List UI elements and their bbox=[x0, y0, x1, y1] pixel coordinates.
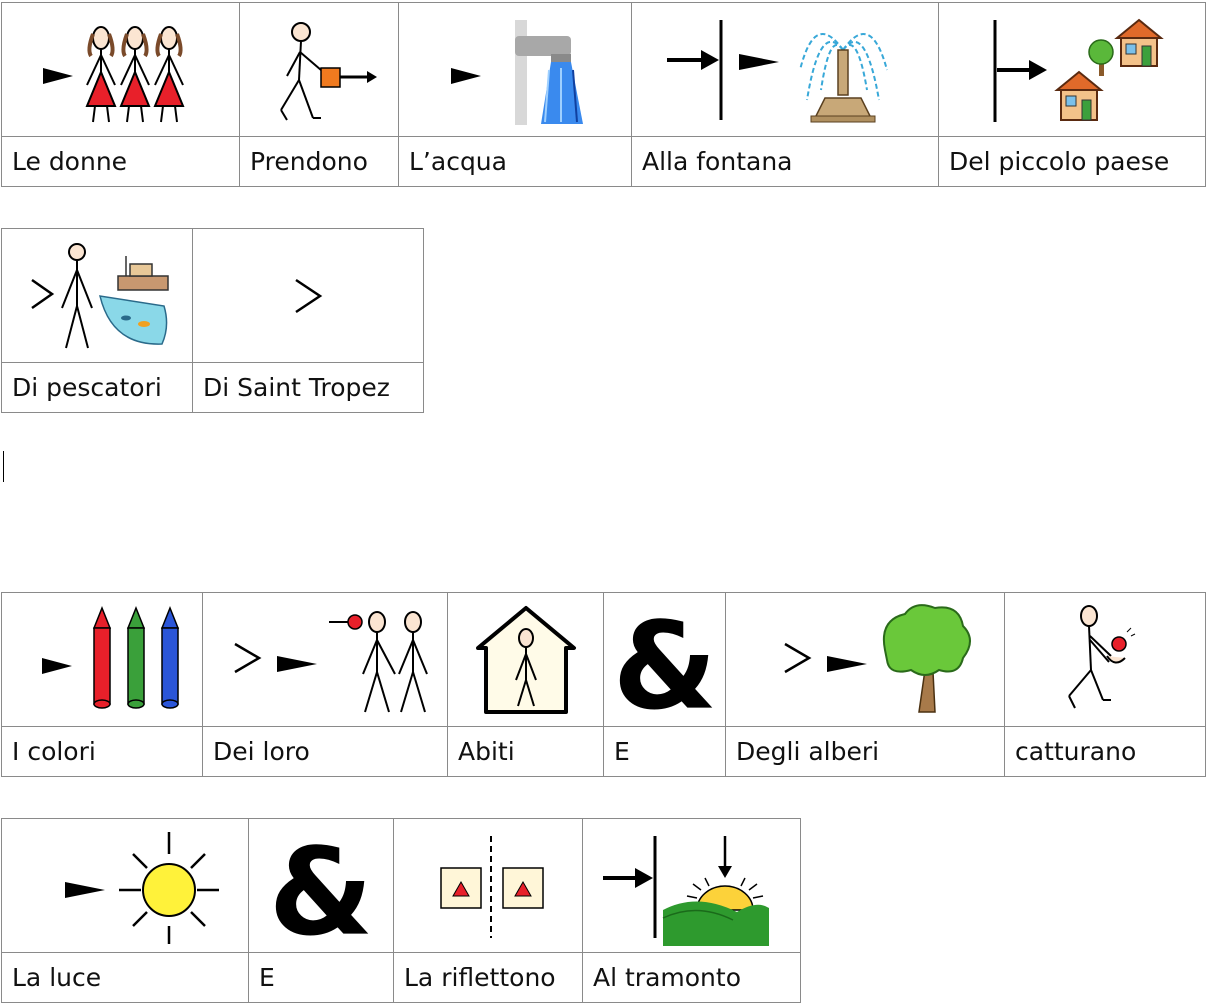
symbol-cell-le-donne: Le donne bbox=[2, 3, 240, 187]
water-tap-icon bbox=[399, 3, 631, 137]
symbol-cell-e: & E bbox=[249, 819, 394, 1003]
cell-label: Le donne bbox=[12, 147, 128, 176]
symbol-cell-prendono: Prendono bbox=[240, 3, 399, 187]
symbol-cell-paese: Del piccolo paese bbox=[939, 3, 1206, 187]
cell-label: Dei loro bbox=[213, 737, 310, 766]
symbol-cell-alberi: Degli alberi bbox=[726, 593, 1005, 777]
cell-label: Alla fontana bbox=[642, 147, 793, 176]
symbol-cell-e: & E bbox=[604, 593, 726, 777]
catch-icon bbox=[1005, 593, 1205, 727]
symbol-cell-saint-tropez: Di Saint Tropez bbox=[193, 229, 424, 413]
clothes-house-icon bbox=[448, 593, 603, 727]
cell-label: E bbox=[259, 963, 275, 992]
cell-label: Degli alberi bbox=[736, 737, 880, 766]
symbol-table-row-3: I colori Dei loro bbox=[1, 592, 1206, 777]
symbol-cell-acqua: L’acqua bbox=[399, 3, 632, 187]
cell-label: Di Saint Tropez bbox=[203, 373, 390, 402]
text-cursor bbox=[3, 451, 4, 482]
ampersand-icon: & bbox=[604, 593, 725, 727]
sunset-icon bbox=[583, 819, 800, 953]
symbol-cell-tramonto: Al tramonto bbox=[583, 819, 801, 1003]
crayons-icon bbox=[2, 593, 202, 727]
svg-text:&: & bbox=[615, 600, 715, 720]
sun-icon bbox=[2, 819, 248, 953]
take-icon bbox=[240, 3, 398, 137]
fountain-icon bbox=[632, 3, 938, 137]
fisherman-icon bbox=[2, 229, 192, 363]
cell-label: Di pescatori bbox=[12, 373, 162, 402]
symbol-cell-colori: I colori bbox=[2, 593, 203, 777]
cell-label: La luce bbox=[12, 963, 102, 992]
tree-icon bbox=[726, 593, 1004, 727]
cell-label: I colori bbox=[12, 737, 96, 766]
their-icon bbox=[203, 593, 447, 727]
symbol-table-row-1: Le donne Prendono bbox=[1, 2, 1206, 187]
symbol-table-row-2: Di pescatori Di Saint Tropez bbox=[1, 228, 424, 413]
symbol-cell-luce: La luce bbox=[2, 819, 249, 1003]
cell-label: Del piccolo paese bbox=[949, 147, 1170, 176]
cell-label: E bbox=[614, 737, 630, 766]
cell-label: Abiti bbox=[458, 737, 515, 766]
women-icon bbox=[2, 3, 239, 137]
svg-text:&: & bbox=[271, 826, 371, 946]
cell-label: catturano bbox=[1015, 737, 1137, 766]
symbol-cell-loro: Dei loro bbox=[203, 593, 448, 777]
symbol-cell-fontana: Alla fontana bbox=[632, 3, 939, 187]
reflect-icon bbox=[394, 819, 582, 953]
cell-label: La riflettono bbox=[404, 963, 556, 992]
ampersand-icon: & bbox=[249, 819, 393, 953]
of-marker-icon bbox=[193, 229, 423, 363]
symbol-cell-catturano: catturano bbox=[1005, 593, 1206, 777]
cell-label: Prendono bbox=[250, 147, 368, 176]
cell-label: L’acqua bbox=[409, 147, 507, 176]
village-icon bbox=[939, 3, 1205, 137]
cell-label: Al tramonto bbox=[593, 963, 741, 992]
symbol-cell-pescatori: Di pescatori bbox=[2, 229, 193, 413]
symbol-table-row-4: La luce & E La riflettono bbox=[1, 818, 801, 1003]
symbol-cell-abiti: Abiti bbox=[448, 593, 604, 777]
symbol-cell-riflettono: La riflettono bbox=[394, 819, 583, 1003]
